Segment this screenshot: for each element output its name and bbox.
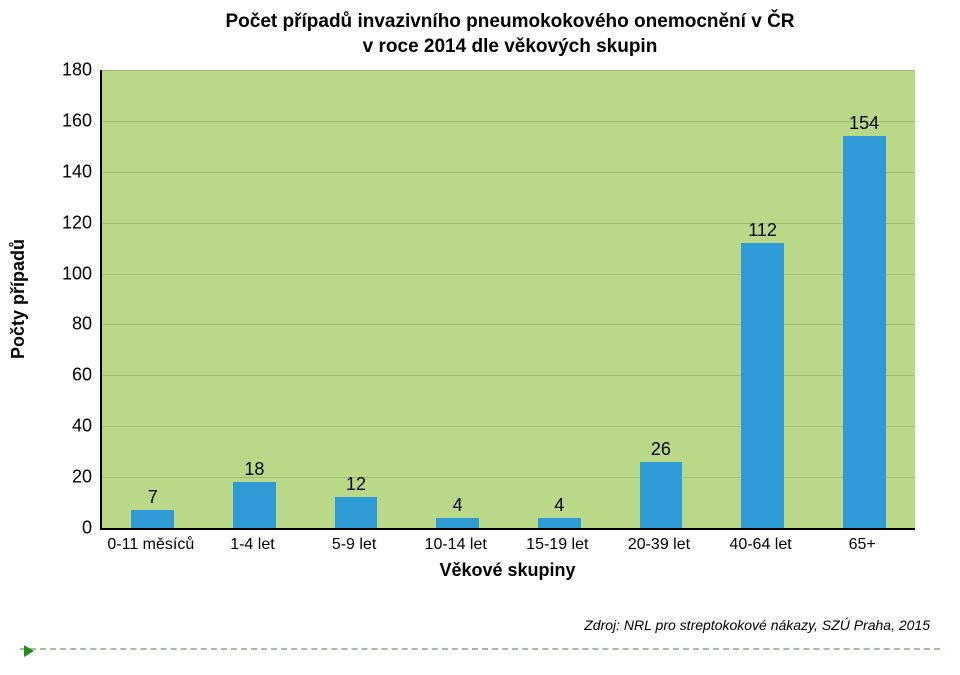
y-tick-label: 0 xyxy=(82,518,92,539)
bar xyxy=(131,510,174,528)
chart-frame: Počet případů invazivního pneumokokového… xyxy=(0,0,960,675)
title-line1: Počet případů invazivního pneumokokového… xyxy=(225,11,794,32)
bar-value-label: 12 xyxy=(305,474,407,495)
y-axis: 020406080100120140160180 xyxy=(60,70,100,530)
bar-value-label: 7 xyxy=(102,487,204,508)
x-tick-label: 5-9 let xyxy=(332,536,376,554)
y-axis-label: Počty případů xyxy=(8,239,29,359)
bar xyxy=(335,497,378,528)
y-tick-label: 140 xyxy=(62,161,92,182)
bar-slot: 154 xyxy=(813,70,915,528)
y-tick-label: 40 xyxy=(72,416,92,437)
y-tick-label: 160 xyxy=(62,110,92,131)
x-axis: 0-11 měsíců 1-4 let 5-9 let 10-14 let 15-19 … xyxy=(100,534,915,562)
plot-area: 718124426112154 xyxy=(100,70,915,530)
footer-divider xyxy=(20,648,940,650)
y-tick-label: 60 xyxy=(72,365,92,386)
y-tick-label: 100 xyxy=(62,263,92,284)
bar-slot: 18 xyxy=(204,70,306,528)
source-text: Zdroj: NRL pro streptokokové nákazy, SZÚ… xyxy=(584,617,930,633)
x-axis-label: Věkové skupiny xyxy=(100,560,915,581)
bars-group: 718124426112154 xyxy=(102,70,915,528)
bar xyxy=(843,136,886,528)
bar-slot: 4 xyxy=(407,70,509,528)
bar xyxy=(640,462,683,528)
bar-value-label: 4 xyxy=(509,495,611,516)
bar-slot: 112 xyxy=(712,70,814,528)
bar xyxy=(538,518,581,528)
bar-value-label: 112 xyxy=(712,220,814,241)
title-line2: v roce 2014 dle věkových skupin xyxy=(363,36,658,57)
bar-value-label: 4 xyxy=(407,495,509,516)
bar-slot: 4 xyxy=(509,70,611,528)
x-tick-label: 40-64 let xyxy=(729,536,791,554)
bar-slot: 26 xyxy=(610,70,712,528)
y-tick-label: 80 xyxy=(72,314,92,335)
bar-value-label: 26 xyxy=(610,439,712,460)
bar-value-label: 154 xyxy=(813,113,915,134)
footer-arrow-icon xyxy=(24,645,34,657)
x-tick-label: 10-14 let xyxy=(425,536,487,554)
y-tick-label: 120 xyxy=(62,212,92,233)
x-tick-label: 1-4 let xyxy=(230,536,274,554)
x-tick-label: 15-19 let xyxy=(526,536,588,554)
y-tick-label: 180 xyxy=(62,60,92,81)
y-tick-label: 20 xyxy=(72,467,92,488)
bar xyxy=(436,518,479,528)
x-tick-label: 65+ xyxy=(849,536,876,554)
chart-title: Počet případů invazivního pneumokokového… xyxy=(100,10,920,59)
x-tick-label: 0-11 měsíců xyxy=(107,536,194,554)
x-tick-label: 20-39 let xyxy=(628,536,690,554)
bar xyxy=(741,243,784,528)
bar-slot: 7 xyxy=(102,70,204,528)
bar-slot: 12 xyxy=(305,70,407,528)
bar xyxy=(233,482,276,528)
bar-value-label: 18 xyxy=(204,459,306,480)
